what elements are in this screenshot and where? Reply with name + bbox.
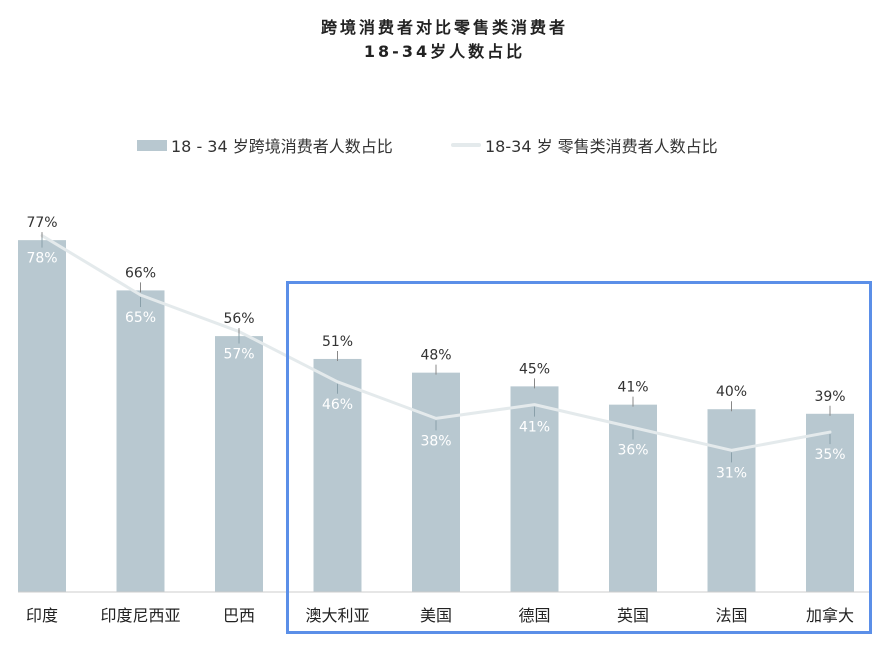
bar xyxy=(313,358,362,592)
line-value-label: 31% xyxy=(716,465,747,481)
bar xyxy=(116,290,165,592)
line-value-label: 38% xyxy=(420,433,451,449)
x-tick-label: 印度尼西亚 xyxy=(100,606,180,625)
bar-value-label: 39% xyxy=(814,389,845,405)
bar-value-label: 41% xyxy=(617,380,648,396)
legend-bar-swatch xyxy=(137,139,167,151)
line-value-label: 57% xyxy=(223,347,254,363)
line-value-label: 65% xyxy=(125,310,156,326)
x-tick-label: 加拿大 xyxy=(806,606,854,625)
legend-item-line: 18-34 岁 零售类消费者人数占比 xyxy=(451,133,718,157)
line-value-label: 78% xyxy=(26,251,57,267)
legend-line-label: 18-34 岁 零售类消费者人数占比 xyxy=(485,137,718,156)
bar xyxy=(412,372,460,592)
line-series xyxy=(40,234,832,452)
legend-bar-label: 18 - 34 岁跨境消费者人数占比 xyxy=(171,137,393,156)
bar-value-label: 48% xyxy=(420,348,451,364)
legend-item-bar: 18 - 34 岁跨境消费者人数占比 xyxy=(137,133,393,157)
chart-title: 跨境消费者对比零售类消费者 xyxy=(320,18,568,37)
legend-line-swatch xyxy=(451,143,481,147)
chart-subtitle: 18-34岁人数占比 xyxy=(363,42,526,61)
bar xyxy=(18,240,66,593)
x-tick-label: 澳大利亚 xyxy=(305,606,369,625)
x-tick-label: 法国 xyxy=(715,606,747,625)
bar xyxy=(510,386,559,592)
x-tick-label: 美国 xyxy=(420,606,452,625)
bar-value-label: 45% xyxy=(519,361,550,377)
x-tick-label: 巴西 xyxy=(223,606,255,625)
line-value-label: 41% xyxy=(519,420,550,436)
bar xyxy=(707,409,756,592)
x-tick-label: 印度 xyxy=(26,606,58,625)
bar-value-label: 66% xyxy=(125,265,156,281)
line-value-label: 46% xyxy=(322,397,353,413)
bar-value-label: 56% xyxy=(223,311,254,327)
bar-value-label: 51% xyxy=(322,334,353,350)
line-value-label: 36% xyxy=(617,442,648,458)
bar-value-label: 77% xyxy=(26,215,57,231)
x-tick-label: 英国 xyxy=(617,606,649,625)
x-tick-label: 德国 xyxy=(518,606,550,625)
line-value-label: 35% xyxy=(814,447,845,463)
bar xyxy=(215,336,263,592)
bar-value-label: 40% xyxy=(716,384,747,400)
chart-legend: 18 - 34 岁跨境消费者人数占比 18-34 岁 零售类消费者人数占比 xyxy=(0,133,889,157)
